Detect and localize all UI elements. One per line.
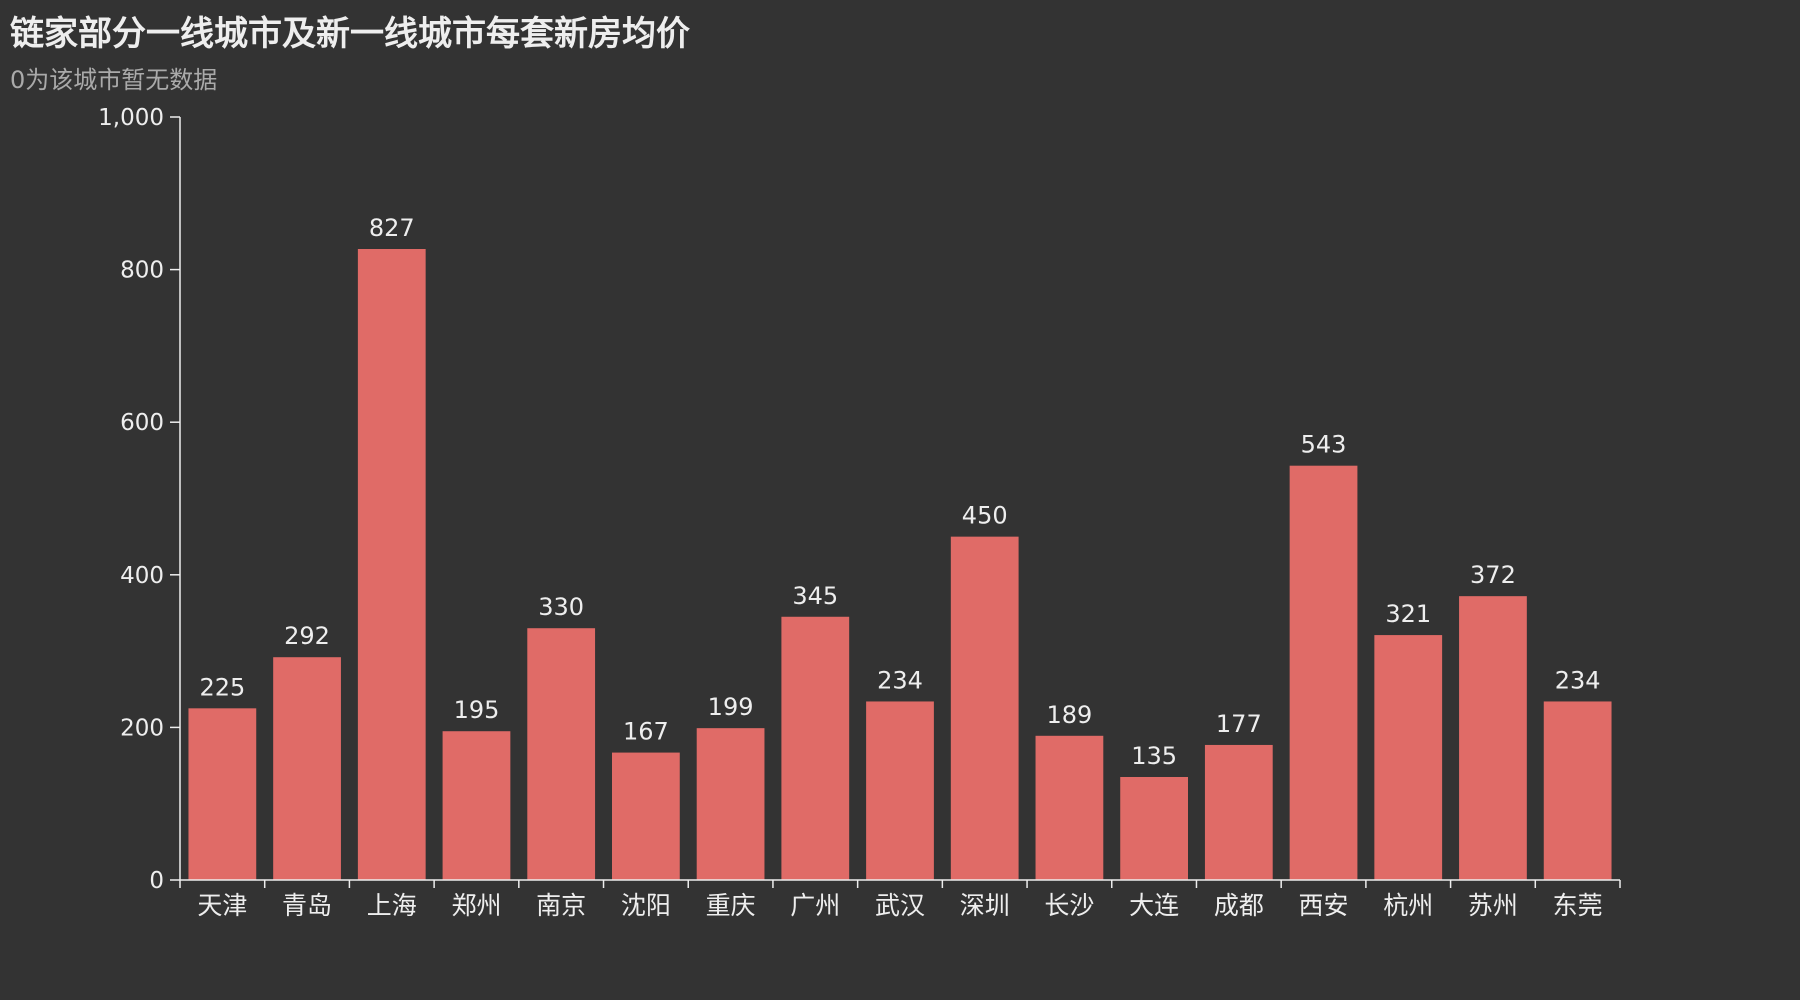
y-tick-label: 0	[149, 868, 164, 894]
y-tick-label: 600	[120, 410, 164, 436]
bar	[696, 728, 765, 880]
x-category-label: 西安	[1299, 891, 1349, 920]
bar-value-label: 177	[1216, 710, 1262, 738]
bar-value-label: 167	[623, 718, 669, 746]
bar-value-label: 827	[369, 214, 415, 242]
bar-value-label: 330	[538, 593, 584, 621]
x-category-label: 南京	[536, 891, 586, 920]
x-category-label: 沈阳	[621, 891, 671, 920]
bar	[781, 616, 850, 880]
bar-value-label: 372	[1470, 561, 1516, 589]
x-category-label: 重庆	[706, 891, 756, 920]
bar	[1204, 744, 1273, 880]
x-category-label: 天津	[197, 891, 247, 920]
bar-value-label: 234	[877, 666, 923, 694]
bar	[1543, 701, 1612, 880]
bar	[442, 731, 511, 880]
bar	[1374, 635, 1443, 880]
x-category-label: 成都	[1214, 891, 1264, 920]
x-category-label: 上海	[367, 891, 417, 920]
x-category-label: 苏州	[1468, 891, 1518, 920]
bar	[1459, 596, 1527, 880]
x-category-label: 郑州	[451, 891, 501, 920]
bar-value-label: 195	[454, 696, 500, 724]
x-category-label: 深圳	[960, 891, 1010, 920]
x-category-label: 长沙	[1044, 891, 1094, 920]
bar-value-label: 135	[1131, 742, 1177, 770]
bar-value-label: 345	[792, 582, 838, 610]
y-tick-label: 1,000	[98, 105, 164, 131]
x-category-label: 武汉	[875, 891, 925, 920]
bar-value-label: 225	[199, 673, 245, 701]
bar-value-label: 234	[1555, 666, 1601, 694]
labels-group: 0 200 400 600 800 1,000 225 天津 292 青岛 827 上海 195 郑州 33…	[98, 105, 1603, 920]
chart-title: 链家部分一线城市及新一线城市每套新房均价	[10, 14, 690, 54]
x-category-label: 广州	[790, 891, 840, 920]
x-category-label: 青岛	[282, 891, 332, 920]
y-tick-label: 200	[120, 715, 164, 741]
bar	[273, 657, 341, 880]
bar	[1035, 735, 1104, 880]
bar-value-label: 189	[1047, 701, 1093, 729]
bar	[527, 628, 596, 880]
bar	[612, 752, 680, 880]
bars-group	[188, 248, 1612, 880]
y-tick-label: 800	[120, 258, 164, 284]
bar-value-label: 292	[284, 622, 330, 650]
bar-value-label: 321	[1385, 600, 1431, 628]
bar	[950, 536, 1019, 880]
axes-group	[170, 116, 1621, 888]
x-category-label: 杭州	[1383, 891, 1433, 920]
chart-subtitle: 0为该城市暂无数据	[10, 66, 218, 94]
bar	[1289, 465, 1358, 880]
x-category-label: 东莞	[1553, 891, 1603, 920]
bar	[866, 701, 934, 880]
y-tick-label: 400	[120, 563, 164, 589]
bar	[1120, 776, 1188, 880]
bar	[357, 248, 426, 880]
bar-value-label: 199	[708, 693, 754, 721]
bar-value-label: 543	[1301, 431, 1347, 459]
bar-value-label: 450	[962, 502, 1008, 530]
bar	[188, 708, 257, 880]
x-category-label: 大连	[1129, 891, 1179, 920]
